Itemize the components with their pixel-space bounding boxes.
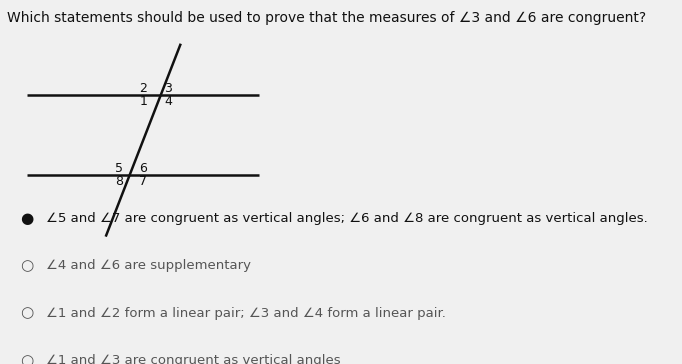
Text: ○: ○ bbox=[20, 305, 33, 321]
Text: ●: ● bbox=[20, 211, 33, 226]
Text: ∠4 and ∠6 are supplementary: ∠4 and ∠6 are supplementary bbox=[46, 259, 252, 272]
Text: 6: 6 bbox=[140, 162, 147, 175]
Text: ○: ○ bbox=[20, 353, 33, 364]
Text: ∠5 and ∠7 are congruent as vertical angles; ∠6 and ∠8 are congruent as vertical : ∠5 and ∠7 are congruent as vertical angl… bbox=[46, 212, 648, 225]
Text: 8: 8 bbox=[115, 175, 123, 188]
Text: 5: 5 bbox=[115, 162, 123, 175]
Text: ∠1 and ∠3 are congruent as vertical angles: ∠1 and ∠3 are congruent as vertical angl… bbox=[46, 354, 341, 364]
Text: ∠1 and ∠2 form a linear pair; ∠3 and ∠4 form a linear pair.: ∠1 and ∠2 form a linear pair; ∠3 and ∠4 … bbox=[46, 306, 446, 320]
Text: 2: 2 bbox=[140, 82, 147, 95]
Text: ○: ○ bbox=[20, 258, 33, 273]
Text: 3: 3 bbox=[164, 82, 172, 95]
Text: 4: 4 bbox=[164, 95, 172, 108]
Text: Which statements should be used to prove that the measures of ∠3 and ∠6 are cong: Which statements should be used to prove… bbox=[7, 11, 646, 25]
Text: 1: 1 bbox=[140, 95, 147, 108]
Text: 7: 7 bbox=[140, 175, 147, 188]
